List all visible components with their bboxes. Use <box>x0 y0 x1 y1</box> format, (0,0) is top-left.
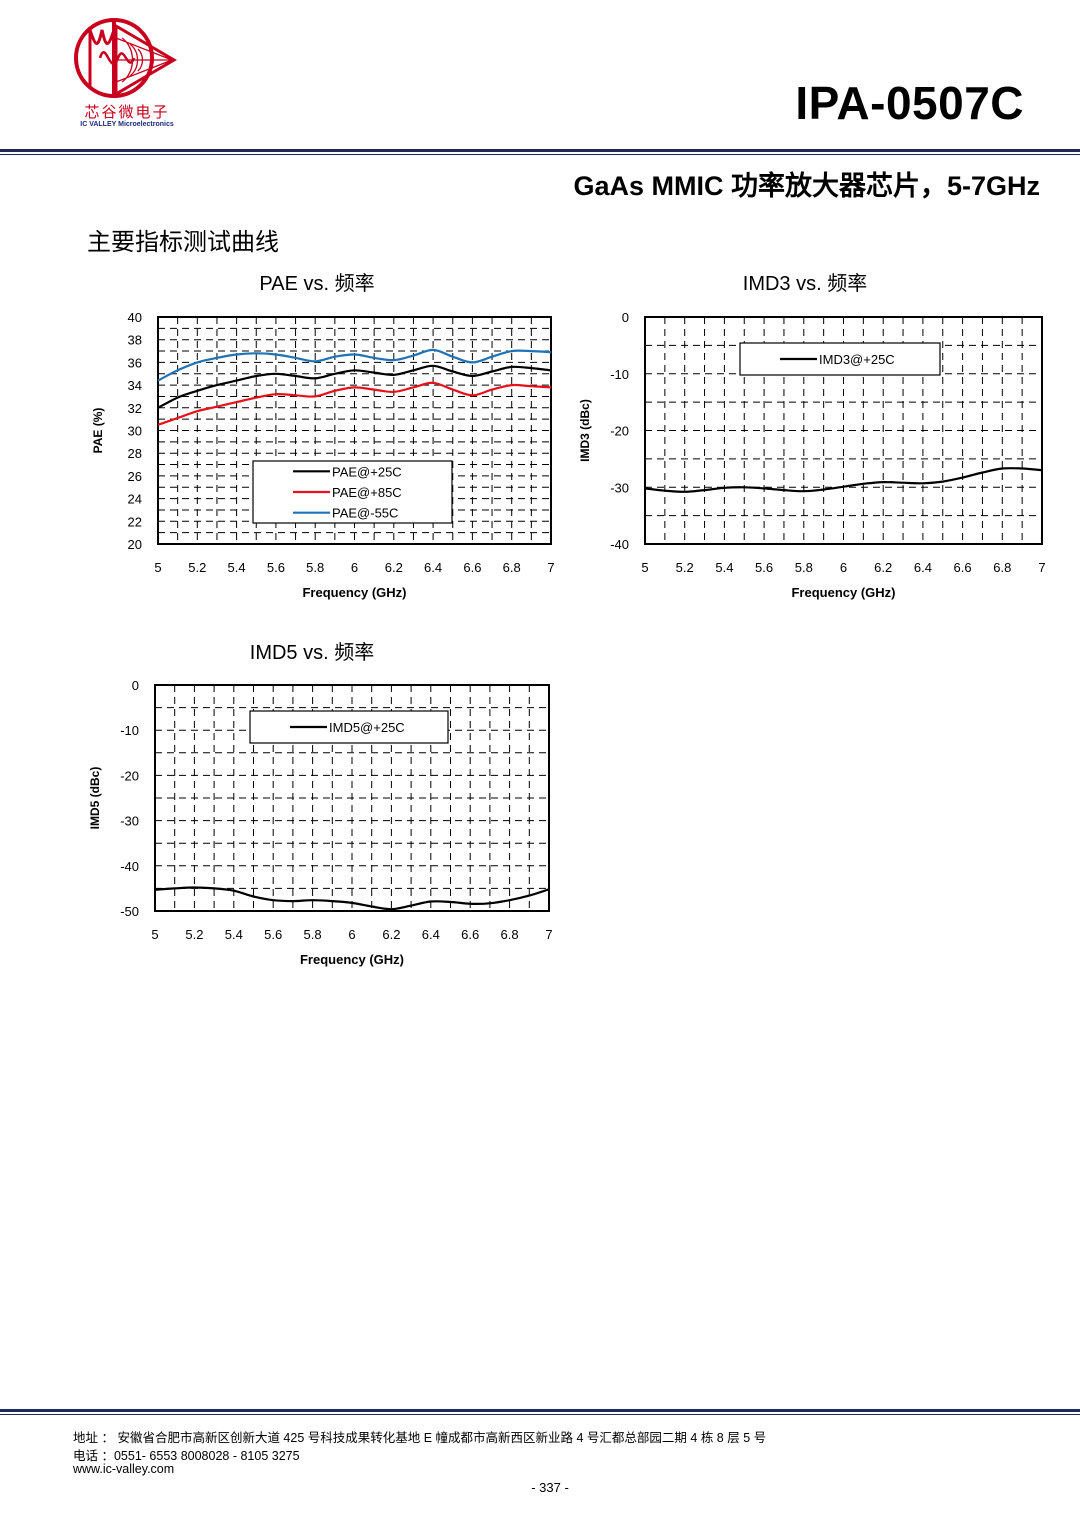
y-tick-label: -30 <box>610 480 629 495</box>
document-subtitle: GaAs MMIC 功率放大器芯片，5-7GHz <box>573 171 1040 201</box>
y-tick-label: 34 <box>128 378 142 393</box>
y-tick-label: 0 <box>622 310 629 325</box>
footer-website[interactable]: www.ic-valley.com <box>73 1462 175 1476</box>
part-number: IPA-0507C <box>795 77 1024 129</box>
series-line-IMD5@+25C <box>154 886 550 911</box>
x-tick-label: 6.2 <box>382 927 400 942</box>
x-tick-label: 7 <box>545 927 552 942</box>
x-tick-label: 7 <box>547 560 554 575</box>
x-tick-label: 5.4 <box>225 927 243 942</box>
x-tick-label: 5 <box>154 560 161 575</box>
y-tick-label: 20 <box>128 537 142 552</box>
y-axis-label: IMD3 (dBc) <box>578 399 592 462</box>
legend-label: IMD5@+25C <box>329 720 405 735</box>
x-tick-label: 7 <box>1038 560 1045 575</box>
y-tick-label: 24 <box>128 492 142 507</box>
x-tick-label: 5.6 <box>755 560 773 575</box>
y-tick-label: 40 <box>128 310 142 325</box>
grid <box>158 317 551 544</box>
x-tick-label: 5.8 <box>795 560 813 575</box>
x-tick-label: 6 <box>840 560 847 575</box>
x-tick-label: 6 <box>351 560 358 575</box>
x-tick-label: 5 <box>641 560 648 575</box>
footer-phone: 电话 ：0551- 6553 8008028 - 8105 3275 <box>73 1449 300 1463</box>
imd3-chart: 5 5.2 5.4 5.6 5.8 6 6.2 6.4 6.6 6.8 7 -40 -30 -20 -10 0… <box>578 310 1046 600</box>
y-axis-label: PAE (%) <box>91 408 105 454</box>
x-tick-label: 6.8 <box>501 927 519 942</box>
x-tick-label: 6 <box>348 927 355 942</box>
x-tick-label: 5.2 <box>185 927 203 942</box>
x-tick-label: 6.6 <box>954 560 972 575</box>
plot-frame <box>644 316 1043 545</box>
legend-label: PAE@-55C <box>332 506 398 521</box>
x-axis-label: Frequency (GHz) <box>300 952 404 967</box>
x-tick-label: 5.2 <box>188 560 206 575</box>
y-tick-label: -50 <box>120 904 139 919</box>
y-tick-label: 36 <box>128 355 142 370</box>
x-tick-label: 6.2 <box>385 560 403 575</box>
x-tick-label: 6.8 <box>993 560 1011 575</box>
x-axis-label: Frequency (GHz) <box>302 585 406 600</box>
header-divider <box>0 149 1080 152</box>
x-tick-label: 6.2 <box>874 560 892 575</box>
series-line-IMD3@+25C <box>644 467 1043 493</box>
x-tick-label: 6.4 <box>424 560 442 575</box>
chart-title-imd3: IMD3 vs. 频率 <box>742 273 868 295</box>
y-axis-label: IMD5 (dBc) <box>88 767 102 830</box>
y-tick-label: -10 <box>120 723 139 738</box>
pae-chart: 5 5.2 5.4 5.6 5.8 6 6.2 6.4 6.6 6.8 7 20 22 24 26 28 30 3… <box>91 310 555 600</box>
y-tick-label: -10 <box>610 367 629 382</box>
x-tick-label: 6.4 <box>914 560 932 575</box>
x-tick-label: 6.4 <box>422 927 440 942</box>
legend-label: IMD3@+25C <box>819 352 895 367</box>
y-tick-label: 0 <box>132 678 139 693</box>
x-tick-label: 5 <box>151 927 158 942</box>
section-title: 主要指标测试曲线 <box>87 229 279 256</box>
legend-box <box>252 460 453 524</box>
x-tick-label: 5.4 <box>715 560 733 575</box>
chart-title-pae: PAE vs. 频率 <box>259 273 375 295</box>
legend-label: PAE@+25C <box>332 464 402 479</box>
x-tick-label: 5.4 <box>228 560 246 575</box>
header-divider-thin <box>0 154 1080 155</box>
y-tick-label: -40 <box>610 537 629 552</box>
legend-box <box>739 342 941 376</box>
y-tick-label: -20 <box>610 424 629 439</box>
x-tick-label: 5.2 <box>676 560 694 575</box>
y-tick-label: -40 <box>120 859 139 874</box>
series-line-PAE@-55C <box>157 348 552 382</box>
y-tick-label: 32 <box>128 401 142 416</box>
page-number: - 337 - <box>531 1480 569 1495</box>
series-line-PAE@+25C <box>157 364 552 409</box>
company-logo <box>74 18 177 98</box>
chart-title-imd5: IMD5 vs. 频率 <box>249 642 375 664</box>
legend-box <box>249 710 449 744</box>
y-tick-label: -30 <box>120 814 139 829</box>
footer-divider-thin <box>0 1414 1080 1415</box>
brand-name-en: IC VALLEY Microelectronics <box>80 121 174 128</box>
y-tick-label: 30 <box>128 424 142 439</box>
plot-frame <box>154 684 550 912</box>
footer-address: 地址 ： 安徽省合肥市高新区创新大道 425 号科技成果转化基地 E 幢成都市高… <box>73 1431 767 1445</box>
x-tick-label: 5.8 <box>306 560 324 575</box>
imd5-chart: 5 5.2 5.4 5.6 5.8 6 6.2 6.4 6.6 6.8 7 -50 -40 -30 -20 -… <box>88 678 553 967</box>
x-tick-label: 5.8 <box>304 927 322 942</box>
x-tick-label: 5.6 <box>267 560 285 575</box>
x-tick-label: 6.6 <box>463 560 481 575</box>
y-tick-label: 26 <box>128 469 142 484</box>
x-tick-label: 5.6 <box>264 927 282 942</box>
y-tick-label: 28 <box>128 446 142 461</box>
x-axis-label: Frequency (GHz) <box>791 585 895 600</box>
brand-name-cn: 芯谷微电子 <box>84 104 170 121</box>
y-tick-label: -20 <box>120 768 139 783</box>
x-tick-label: 6.8 <box>503 560 521 575</box>
legend-label: PAE@+85C <box>332 485 402 500</box>
x-tick-label: 6.6 <box>461 927 479 942</box>
y-tick-label: 38 <box>128 333 142 348</box>
plot-frame <box>157 316 552 545</box>
y-tick-label: 22 <box>128 514 142 529</box>
series-line-PAE@+85C <box>157 381 552 426</box>
footer-divider <box>0 1409 1080 1412</box>
